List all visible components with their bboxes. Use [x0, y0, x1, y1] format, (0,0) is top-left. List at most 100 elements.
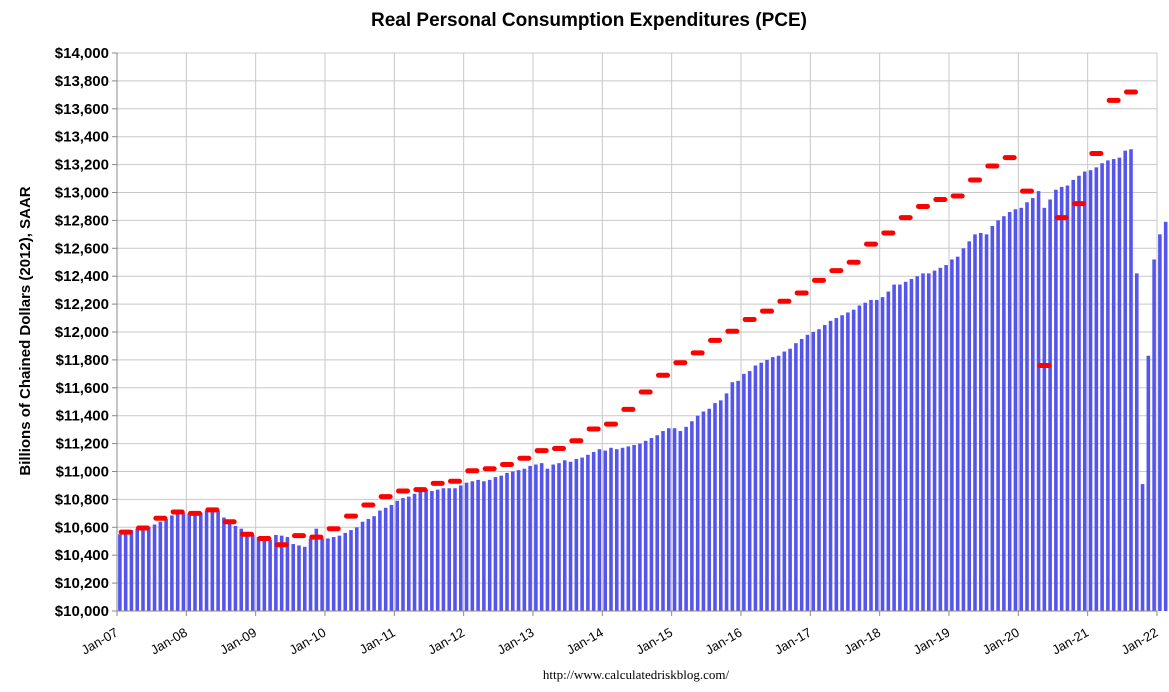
bar — [482, 481, 486, 611]
bar — [528, 465, 532, 611]
bar — [978, 232, 983, 611]
bar — [926, 273, 931, 611]
quarterly-marker — [448, 478, 462, 484]
y-tick-label: $12,000 — [55, 324, 109, 341]
y-tick-label: $12,400 — [55, 268, 109, 285]
bar-series — [118, 149, 1168, 612]
bar — [736, 380, 740, 611]
bar — [447, 488, 452, 611]
bar — [360, 521, 365, 611]
bar — [562, 460, 567, 611]
quarterly-marker — [257, 535, 272, 541]
bar — [337, 535, 342, 611]
quarterly-marker — [742, 316, 757, 322]
quarterly-marker — [898, 215, 913, 221]
quarterly-marker — [240, 531, 254, 537]
bar — [672, 428, 677, 611]
bar — [389, 504, 394, 611]
bar — [1007, 212, 1012, 611]
bar — [1111, 159, 1116, 611]
y-gridlines — [112, 52, 1157, 612]
bar — [1048, 199, 1052, 611]
bar — [516, 470, 521, 611]
bar — [1146, 355, 1151, 611]
bar — [118, 534, 122, 611]
bar — [955, 256, 960, 611]
bar — [1129, 149, 1133, 611]
bar — [170, 515, 174, 611]
bar — [1140, 484, 1145, 611]
quarterly-marker — [482, 466, 497, 472]
bar — [770, 357, 775, 611]
quarterly-marker — [638, 389, 653, 395]
bar — [522, 468, 527, 611]
quarterly-marker — [1002, 155, 1017, 161]
quarterly-marker — [344, 513, 358, 519]
bar — [499, 475, 504, 611]
bar — [557, 463, 561, 611]
bar — [354, 527, 359, 611]
bar — [187, 513, 192, 611]
bar — [510, 471, 515, 611]
quarterly-marker — [1037, 362, 1052, 368]
quarterly-marker — [188, 510, 202, 516]
bar — [690, 421, 694, 611]
bar — [1106, 160, 1110, 612]
quarterly-marker — [309, 534, 324, 540]
bar — [1065, 185, 1070, 611]
bar — [655, 435, 660, 611]
bar — [216, 510, 220, 611]
bar — [967, 241, 972, 611]
bar — [458, 485, 463, 611]
quarterly-marker — [274, 542, 289, 548]
bar — [776, 355, 781, 611]
quarterly-marker — [222, 519, 237, 525]
bar — [828, 320, 833, 611]
bar — [1094, 167, 1099, 611]
bar — [227, 521, 232, 611]
bar — [903, 281, 908, 611]
y-tick-label: $13,400 — [55, 129, 109, 146]
quarterly-marker — [136, 525, 150, 531]
quarterly-markers — [118, 89, 1138, 548]
quarterly-marker — [1089, 150, 1104, 156]
bar — [794, 343, 798, 611]
bar — [268, 539, 272, 611]
bar — [193, 514, 197, 611]
bar — [279, 535, 284, 611]
bar — [874, 299, 879, 611]
bar — [857, 305, 862, 611]
bar — [430, 491, 434, 611]
bar — [493, 477, 498, 611]
bar — [638, 443, 642, 611]
y-tick-label: $11,800 — [56, 352, 109, 369]
quarterly-marker — [604, 421, 618, 427]
y-tick-label: $10,600 — [55, 519, 109, 536]
bar — [898, 284, 902, 611]
bar — [909, 278, 914, 611]
bar — [372, 516, 376, 611]
bar — [141, 528, 145, 611]
bar — [921, 273, 925, 611]
bar — [297, 545, 301, 611]
bar — [343, 532, 348, 611]
bar — [331, 537, 336, 611]
quarterly-marker — [1124, 89, 1138, 95]
bar — [320, 538, 324, 611]
bar — [580, 457, 584, 611]
bar — [915, 276, 920, 611]
bar — [614, 449, 619, 611]
bar — [782, 351, 787, 611]
bar — [869, 299, 873, 611]
bar — [129, 530, 134, 611]
bar — [424, 489, 428, 611]
bar — [285, 537, 290, 611]
bar — [742, 373, 746, 611]
bar — [1152, 259, 1156, 611]
quarterly-marker — [864, 241, 878, 247]
bar — [1019, 207, 1024, 611]
bar — [314, 528, 319, 611]
y-tick-label: $10,200 — [55, 575, 109, 592]
y-tick-label: $12,600 — [55, 240, 109, 257]
